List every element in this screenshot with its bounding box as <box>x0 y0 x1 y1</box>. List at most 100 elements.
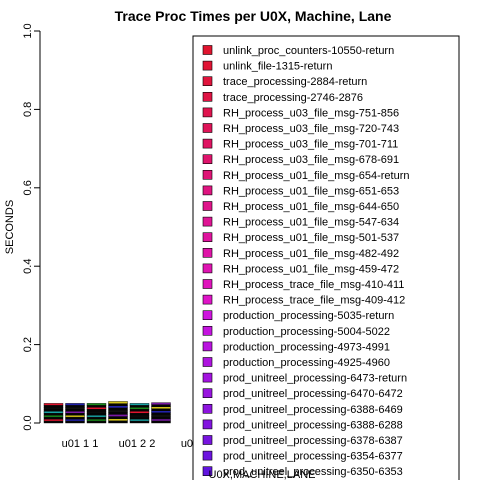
bar-segment <box>86 403 107 406</box>
bar-segment <box>65 403 85 406</box>
legend-item: unlink_file-1315-return <box>202 60 332 73</box>
bar-segment <box>43 413 64 416</box>
legend-label: RH_process_u01_file_msg-654-return <box>223 170 409 182</box>
bar-segment <box>151 410 171 414</box>
y-tick-label: 0.8 <box>22 102 34 117</box>
bar-segment <box>43 405 64 408</box>
legend-item: trace_processing-2746-2876 <box>202 92 363 104</box>
bar-segment <box>129 414 150 418</box>
legend-item: production_processing-4973-4991 <box>202 341 390 353</box>
bar-segment <box>108 414 128 417</box>
legend-swatch <box>202 435 213 445</box>
bar-segment <box>108 405 128 409</box>
legend-swatch <box>202 138 213 149</box>
legend-swatch <box>202 60 213 71</box>
legend-swatch <box>202 232 213 242</box>
bar-segment <box>129 418 150 422</box>
legend-item: production_processing-4925-4960 <box>202 357 390 369</box>
bar-segment <box>86 407 107 410</box>
legend-swatch <box>202 419 213 430</box>
bar-stack <box>151 402 171 424</box>
legend-item: prod_unitreel_processing-6388-6288 <box>202 419 403 431</box>
legend-swatch <box>202 201 213 211</box>
bar-segment <box>108 409 128 413</box>
legend-label: production_processing-5004-5022 <box>223 326 390 338</box>
legend-swatch <box>202 294 213 305</box>
legend-label: unlink_file-1315-return <box>223 61 332 73</box>
y-tick-label: 0.4 <box>22 259 34 274</box>
legend-swatch <box>202 279 213 289</box>
bar-segment <box>43 403 64 406</box>
legend-item: RH_process_u01_file_msg-644-650 <box>202 201 399 213</box>
y-axis-label: SECONDS <box>4 200 16 254</box>
legend-swatch <box>202 185 213 196</box>
bar-segment <box>129 413 150 416</box>
bar-segment <box>86 418 107 422</box>
legend-label: prod_unitreel_processing-6354-6377 <box>223 451 403 463</box>
legend-label: production_processing-4973-4991 <box>223 341 390 353</box>
bar-segment <box>65 418 85 422</box>
legend-label: RH_process_trace_file_msg-409-412 <box>223 295 405 307</box>
y-tick-label: 0.0 <box>22 415 34 430</box>
legend-label: production_processing-4925-4960 <box>223 357 390 369</box>
bar-segment <box>65 409 85 412</box>
legend-swatch <box>202 216 213 227</box>
bar-segment <box>108 403 128 406</box>
legend-label: production_processing-5035-return <box>223 310 394 322</box>
y-tick-label: 0.2 <box>22 337 34 352</box>
legend-swatch <box>202 372 213 383</box>
legend: unlink_proc_counters-10550-return unlink_… <box>192 35 460 480</box>
legend-item: production_processing-5035-return <box>202 310 394 322</box>
bar-segment <box>86 411 107 414</box>
bar-segment <box>86 420 107 424</box>
bar-segment <box>65 416 85 420</box>
legend-item: prod_unitreel_processing-6470-6472 <box>202 388 403 400</box>
legend-box <box>192 35 460 480</box>
y-axis: 0.0 0.2 0.4 0.6 0.8 1.0 <box>22 23 41 431</box>
bar-segment <box>129 420 150 424</box>
bar-segment <box>151 414 171 418</box>
bar-segment <box>43 411 64 414</box>
legend-label: RH_process_u03_file_msg-678-691 <box>223 154 399 166</box>
bar-segment <box>151 420 171 424</box>
bar-segment <box>129 405 150 408</box>
bar-stack <box>108 401 128 424</box>
bar-stack <box>43 403 64 424</box>
bar-segment <box>151 406 171 409</box>
legend-swatch <box>202 76 213 86</box>
bar-segment <box>108 420 128 424</box>
legend-label: RH_process_u01_file_msg-501-537 <box>223 232 399 244</box>
legend-item: trace_processing-2884-return <box>202 76 367 88</box>
legend-item: RH_process_u03_file_msg-701-711 <box>202 138 398 151</box>
legend-swatch <box>202 466 213 477</box>
legend-label: RH_process_u03_file_msg-751-856 <box>223 107 399 119</box>
legend-item: RH_process_trace_file_msg-410-411 <box>202 279 404 291</box>
legend-item: unlink_proc_counters-10550-return <box>202 45 394 57</box>
bar-segment <box>65 411 85 414</box>
legend-swatch <box>202 403 213 414</box>
legend-item: prod_unitreel_processing-6388-6469 <box>202 403 403 416</box>
legend-swatch <box>202 325 213 336</box>
legend-label: RH_process_u03_file_msg-701-711 <box>223 139 398 151</box>
bar-segment <box>129 411 150 414</box>
legend-item: prod_unitreel_processing-6378-6387 <box>202 435 403 447</box>
bar-segment <box>151 404 171 407</box>
bar-segment <box>151 416 171 420</box>
bar-segment <box>151 402 171 405</box>
bar-segment <box>108 416 128 419</box>
legend-label: RH_process_u01_file_msg-459-472 <box>223 263 399 275</box>
legend-swatch <box>202 388 213 399</box>
bar-stack <box>86 403 107 424</box>
bar-segment <box>65 407 85 410</box>
legend-label: prod_unitreel_processing-6473-return <box>223 373 407 385</box>
legend-label: trace_processing-2746-2876 <box>223 92 363 104</box>
bar-segment <box>108 412 128 415</box>
bar-segment <box>129 409 150 412</box>
legend-swatch <box>202 170 213 180</box>
legend-label: RH_process_u01_file_msg-644-650 <box>223 201 399 213</box>
legend-label: prod_unitreel_processing-6470-6472 <box>223 388 403 400</box>
legend-label: RH_process_u01_file_msg-482-492 <box>223 248 399 260</box>
legend-swatch <box>202 123 213 133</box>
legend-item: RH_process_u03_file_msg-678-691 <box>202 154 399 166</box>
bar-segment <box>43 409 64 412</box>
